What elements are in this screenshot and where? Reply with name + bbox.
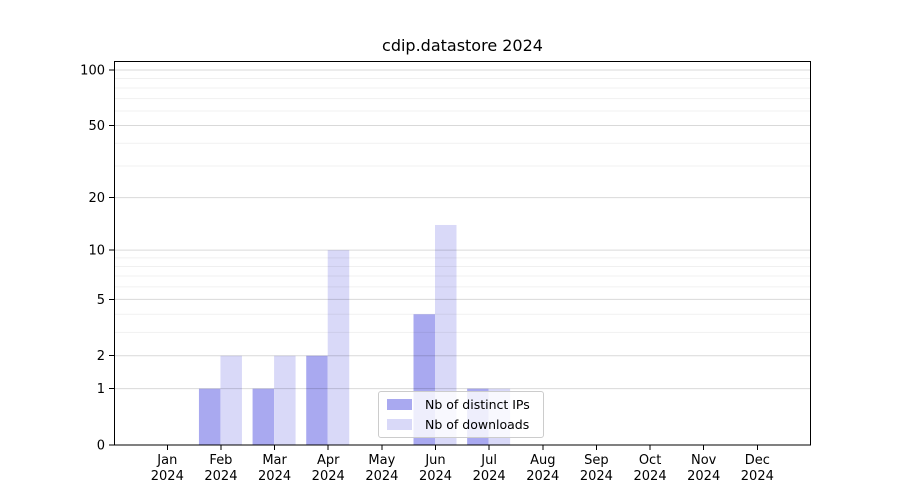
x-tick-label: Sep 2024 [580, 453, 613, 484]
bar-downloads-Feb-2024 [220, 355, 242, 445]
legend-swatch-downloads [387, 419, 412, 430]
legend-label-distinct-ips: Nb of distinct IPs [425, 397, 530, 412]
bar-downloads-Mar-2024 [274, 355, 296, 445]
x-tick-label: Feb 2024 [204, 453, 237, 484]
x-tick-label: Apr 2024 [312, 453, 345, 484]
bar-distinct-ips-Apr-2024 [306, 355, 328, 445]
x-tick-label: Jun 2024 [419, 453, 452, 484]
bar-downloads-Jun-2024 [435, 224, 457, 445]
legend-item-downloads: Nb of downloads [387, 417, 537, 432]
y-tick-label: 5 [97, 293, 105, 308]
bar-distinct-ips-Mar-2024 [252, 388, 275, 445]
x-tick-label: May 2024 [365, 453, 398, 484]
bar-distinct-ips-Feb-2024 [198, 388, 221, 445]
legend: Nb of distinct IPs Nb of downloads [378, 391, 544, 438]
y-tick-label: 2 [97, 349, 105, 364]
axes-box [114, 61, 811, 446]
y-tick-label: 10 [88, 244, 105, 259]
legend-item-distinct-ips: Nb of distinct IPs [387, 397, 537, 412]
y-tick-label: 100 [80, 64, 105, 79]
legend-label-downloads: Nb of downloads [425, 417, 530, 432]
x-tick-label: Mar 2024 [258, 453, 291, 484]
y-tick-label: 1 [97, 382, 105, 397]
x-tick-label: Dec 2024 [741, 453, 774, 484]
x-tick-label: Nov 2024 [687, 453, 720, 484]
x-tick-label: Jul 2024 [473, 453, 506, 484]
x-tick-label: Jan 2024 [151, 453, 184, 484]
y-tick-label: 50 [88, 119, 105, 134]
x-tick-label: Oct 2024 [634, 453, 667, 484]
y-tick-label: 0 [97, 439, 105, 454]
legend-swatch-distinct-ips [387, 399, 412, 410]
y-tick-label: 20 [88, 191, 105, 206]
x-tick-label: Aug 2024 [526, 453, 559, 484]
chart-title: cdip.datastore 2024 [382, 36, 543, 55]
bar-downloads-Apr-2024 [327, 250, 350, 445]
